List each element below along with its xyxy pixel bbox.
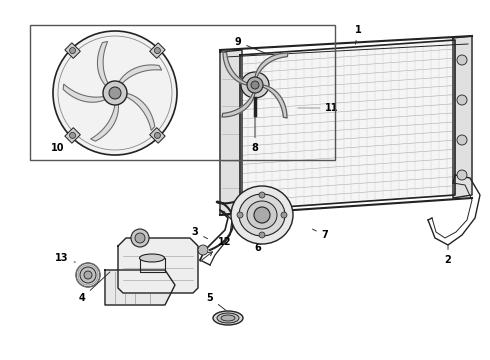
Polygon shape: [63, 84, 107, 102]
Bar: [30, 25, 335, 160]
Ellipse shape: [247, 201, 277, 229]
Text: 7: 7: [313, 229, 328, 240]
Circle shape: [70, 132, 75, 139]
Circle shape: [154, 132, 160, 139]
Text: 1: 1: [355, 25, 362, 44]
Polygon shape: [118, 65, 162, 85]
Bar: [149, 128, 165, 143]
Text: 13: 13: [55, 253, 75, 263]
Text: 12: 12: [200, 237, 232, 261]
Circle shape: [103, 81, 127, 105]
Circle shape: [457, 135, 467, 145]
Circle shape: [53, 31, 177, 155]
Circle shape: [457, 95, 467, 105]
Polygon shape: [255, 85, 287, 118]
Circle shape: [457, 55, 467, 65]
Ellipse shape: [241, 72, 269, 98]
Circle shape: [237, 212, 243, 218]
Ellipse shape: [217, 313, 239, 323]
Ellipse shape: [221, 315, 235, 321]
Text: 8: 8: [251, 116, 258, 153]
Polygon shape: [105, 270, 175, 305]
Polygon shape: [98, 41, 109, 87]
Polygon shape: [220, 50, 242, 215]
Circle shape: [135, 233, 145, 243]
Polygon shape: [124, 93, 155, 130]
Ellipse shape: [239, 194, 285, 236]
Ellipse shape: [231, 186, 293, 244]
Text: 11: 11: [298, 103, 339, 113]
Circle shape: [84, 271, 92, 279]
Polygon shape: [140, 258, 165, 272]
Circle shape: [131, 229, 149, 247]
Circle shape: [247, 77, 263, 93]
Polygon shape: [91, 103, 119, 141]
Polygon shape: [222, 85, 255, 117]
Circle shape: [251, 81, 259, 89]
Circle shape: [259, 192, 265, 198]
Text: 10: 10: [51, 137, 71, 153]
Circle shape: [154, 48, 160, 54]
Circle shape: [457, 170, 467, 180]
Circle shape: [109, 87, 121, 99]
Circle shape: [80, 267, 96, 283]
Circle shape: [198, 245, 208, 255]
Bar: [65, 43, 80, 58]
Ellipse shape: [213, 311, 243, 325]
Bar: [149, 43, 165, 58]
Polygon shape: [223, 52, 255, 85]
Text: 3: 3: [192, 227, 208, 239]
Text: 4: 4: [78, 272, 110, 303]
Bar: [65, 128, 80, 143]
Polygon shape: [255, 53, 288, 85]
Polygon shape: [453, 36, 472, 198]
Ellipse shape: [140, 254, 165, 262]
Circle shape: [70, 48, 75, 54]
Circle shape: [76, 263, 100, 287]
Text: 9: 9: [235, 37, 268, 54]
Polygon shape: [240, 40, 455, 210]
Polygon shape: [118, 238, 198, 293]
Text: 6: 6: [255, 238, 264, 253]
Circle shape: [259, 232, 265, 238]
Circle shape: [281, 212, 287, 218]
Text: 2: 2: [444, 245, 451, 265]
Text: 5: 5: [207, 293, 226, 310]
Circle shape: [254, 207, 270, 223]
